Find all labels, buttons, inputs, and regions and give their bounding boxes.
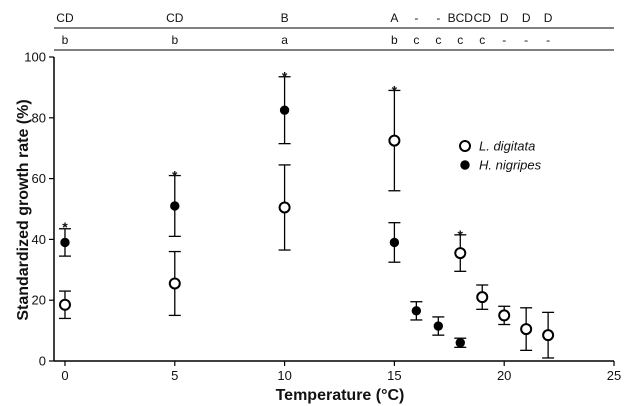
x-axis-title: Temperature (°C) xyxy=(276,387,405,404)
significance-star: * xyxy=(172,168,178,184)
significance-letter: - xyxy=(414,11,418,25)
significance-letter: b xyxy=(62,33,69,47)
significance-letter: BCD xyxy=(448,11,474,25)
x-tick-label: 5 xyxy=(171,368,178,383)
significance-letter: b xyxy=(171,33,178,47)
y-tick-label: 80 xyxy=(32,110,46,125)
significance-letter: A xyxy=(390,11,398,25)
error-bars xyxy=(58,76,555,359)
significance-letter: - xyxy=(524,33,528,47)
significance-letter: - xyxy=(502,33,506,47)
significance-table: CD CD B A - - BCD CD D D Db b a b c c c c - - - xyxy=(54,11,614,51)
significance-letter: D xyxy=(500,11,509,25)
x-tick-label: 15 xyxy=(387,368,401,383)
h-nigripes-point xyxy=(279,105,290,115)
legend-marker-h-nigripes xyxy=(460,160,470,170)
significance-letter: - xyxy=(546,33,550,47)
axes: 0 20 40 60 80 100 0 5 10 15 20 25 xyxy=(24,50,621,384)
significance-letter: b xyxy=(391,33,398,47)
l-digitata-point xyxy=(58,298,71,311)
significance-letter: c xyxy=(413,33,419,47)
significance-star: * xyxy=(458,227,464,243)
legend-marker-l-digitata xyxy=(459,140,471,152)
l-digitata-point xyxy=(388,134,401,147)
x-tick-label: 20 xyxy=(497,368,511,383)
y-tick-label: 100 xyxy=(24,50,46,65)
h-nigripes-point xyxy=(389,237,400,248)
l-digitata-point xyxy=(168,277,181,290)
h-nigripes-point xyxy=(433,321,444,331)
x-tick-label: 25 xyxy=(607,368,621,383)
significance-letter: B xyxy=(281,11,289,25)
significance-letter: D xyxy=(544,11,553,25)
l-digitata-point xyxy=(476,291,489,304)
h-nigripes-point xyxy=(411,306,422,316)
significance-stars: * * * * * xyxy=(62,69,463,243)
significance-star: * xyxy=(392,82,398,98)
l-digitata-point xyxy=(498,309,511,322)
y-tick-label: 0 xyxy=(39,354,46,369)
x-tick-label: 0 xyxy=(61,368,68,383)
data-points xyxy=(58,105,555,348)
legend-label: H. nigripes xyxy=(479,158,542,173)
h-nigripes-point xyxy=(60,237,70,248)
significance-letter: a xyxy=(281,33,288,47)
significance-star: * xyxy=(282,69,288,85)
significance-letter: CD xyxy=(166,11,184,25)
legend: L. digitata H. nigripes xyxy=(459,139,542,173)
significance-letter: CD xyxy=(474,11,492,25)
significance-letter: c xyxy=(457,33,463,47)
y-axis-title: Standardized growth rate (%) xyxy=(15,99,32,320)
y-tick-label: 40 xyxy=(32,232,46,247)
significance-star: * xyxy=(62,219,68,235)
significance-letter: c xyxy=(479,33,485,47)
l-digitata-point xyxy=(278,201,291,214)
y-tick-label: 60 xyxy=(32,171,46,186)
x-tick-label: 10 xyxy=(277,368,291,383)
significance-letter: D xyxy=(522,11,531,25)
h-nigripes-point xyxy=(170,201,180,211)
legend-label: L. digitata xyxy=(479,139,535,154)
y-tick-label: 20 xyxy=(32,293,46,308)
significance-letter: - xyxy=(436,11,440,25)
significance-letter: CD xyxy=(56,11,74,25)
significance-letter: c xyxy=(435,33,441,47)
h-nigripes-point xyxy=(455,338,465,348)
l-digitata-point xyxy=(542,329,555,342)
l-digitata-point xyxy=(454,247,467,260)
l-digitata-point xyxy=(520,323,533,336)
